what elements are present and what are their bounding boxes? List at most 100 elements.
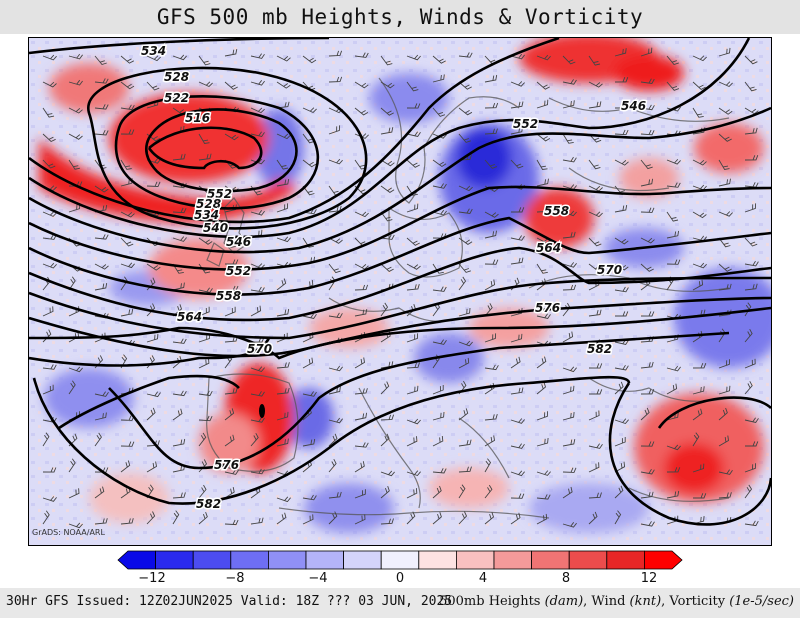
wind-barb bbox=[432, 55, 446, 64]
colorbar-tick: 12 bbox=[640, 571, 658, 586]
wind-barb bbox=[510, 101, 524, 109]
wind-unit: (knt) bbox=[629, 594, 662, 609]
contour-line bbox=[29, 106, 771, 254]
wind-barb bbox=[406, 159, 420, 168]
wind-barb bbox=[666, 182, 681, 188]
wind-barb bbox=[536, 133, 551, 142]
wind-barb bbox=[94, 78, 109, 84]
colorbar-swatch bbox=[531, 550, 570, 570]
wind-barb bbox=[432, 107, 446, 117]
wind-barb bbox=[718, 81, 733, 88]
wind-barb bbox=[380, 159, 395, 167]
wind-barb bbox=[640, 389, 655, 395]
wind-barb bbox=[94, 283, 108, 291]
wind-barb bbox=[224, 434, 235, 447]
wind-barb bbox=[432, 512, 442, 525]
wind-barb bbox=[120, 211, 135, 218]
wind-barb bbox=[198, 459, 208, 473]
wind-barb bbox=[744, 127, 758, 135]
contour-label: 522 bbox=[164, 91, 189, 105]
wind-barb bbox=[744, 484, 753, 499]
wind-barb bbox=[666, 467, 681, 473]
wind-barb bbox=[354, 133, 369, 139]
wind-barb bbox=[380, 302, 389, 317]
wind-barb bbox=[198, 153, 212, 161]
wind-barb bbox=[224, 487, 235, 499]
wind-barb bbox=[510, 81, 525, 87]
wind-barb bbox=[146, 333, 159, 343]
wind-barb bbox=[302, 391, 317, 397]
colorbar bbox=[117, 550, 683, 570]
wind-barb bbox=[224, 306, 236, 317]
wind-barb bbox=[42, 107, 55, 118]
wind-barb bbox=[614, 205, 628, 213]
wind-barb bbox=[562, 55, 576, 65]
wind-barb bbox=[562, 439, 576, 447]
wind-barb bbox=[224, 519, 239, 526]
wind-barb bbox=[692, 363, 707, 369]
wind-barb bbox=[484, 435, 495, 447]
map-svg: 534 528 522 516 552 546 552 528 534 540 … bbox=[29, 38, 771, 545]
contour-label: 576 bbox=[535, 301, 560, 315]
footer-bar bbox=[0, 588, 800, 618]
wind-barb bbox=[276, 179, 290, 187]
wind-barb bbox=[68, 458, 76, 473]
wind-barb bbox=[302, 107, 317, 114]
wind-barb bbox=[484, 128, 498, 135]
wind-barb bbox=[432, 385, 444, 395]
contour-line bbox=[29, 306, 771, 360]
wind-barb bbox=[458, 484, 466, 499]
wind-barb bbox=[484, 211, 499, 218]
wind-barb bbox=[718, 178, 731, 187]
wind-barb bbox=[744, 283, 758, 291]
wind-barb bbox=[536, 81, 550, 90]
map-panel: 534 528 522 516 552 546 552 528 534 540 … bbox=[28, 37, 772, 546]
wind-barb bbox=[614, 485, 624, 499]
wind-barb bbox=[198, 81, 213, 88]
wind-barb bbox=[615, 311, 629, 317]
wind-barb bbox=[276, 512, 287, 525]
wind-barb bbox=[354, 107, 369, 116]
wind-barb bbox=[744, 417, 759, 424]
wind-barb bbox=[744, 302, 752, 317]
wind-barb bbox=[172, 510, 180, 525]
wind-barb bbox=[588, 237, 602, 247]
wind-barb bbox=[302, 438, 316, 447]
colorbar-swatch bbox=[192, 550, 232, 570]
wind-barb bbox=[562, 522, 577, 528]
contour-line bbox=[29, 38, 330, 55]
wind-barb bbox=[120, 262, 135, 269]
wind-barb bbox=[146, 407, 156, 421]
wind-barb bbox=[406, 488, 418, 499]
wind-barb bbox=[562, 385, 575, 395]
wind-barb bbox=[94, 130, 109, 136]
wind-barb bbox=[198, 511, 208, 525]
colorbar-swatch bbox=[606, 550, 645, 570]
wind-barb bbox=[406, 511, 416, 525]
wind-barb bbox=[94, 412, 107, 421]
wind-barb bbox=[250, 80, 265, 86]
wind-barb bbox=[380, 414, 395, 421]
wind-barb bbox=[68, 53, 83, 60]
wind-barb bbox=[588, 443, 603, 449]
wind-barb bbox=[224, 469, 239, 475]
wind-barb bbox=[692, 262, 707, 269]
wind-barb bbox=[432, 485, 442, 499]
wind-barb bbox=[692, 432, 700, 447]
wind-barb bbox=[511, 207, 525, 213]
wind-barb bbox=[94, 518, 108, 525]
wind-barb bbox=[692, 279, 704, 291]
wind-barb bbox=[562, 231, 576, 239]
issued-valid-text: 30Hr GFS Issued: 12Z02JUN2025 Valid: 18Z… bbox=[6, 594, 453, 609]
wind-barb bbox=[276, 387, 290, 395]
wind-barb bbox=[354, 489, 366, 499]
wind-barb bbox=[718, 237, 731, 248]
wind-barb bbox=[250, 131, 265, 138]
colorbar-tick: −12 bbox=[138, 571, 166, 586]
wind-barb bbox=[354, 442, 369, 448]
wind-barb bbox=[328, 50, 343, 57]
wind-barb bbox=[380, 381, 390, 395]
wind-barb bbox=[588, 211, 603, 218]
wind-barb bbox=[666, 158, 681, 165]
wind-barb bbox=[536, 382, 547, 395]
